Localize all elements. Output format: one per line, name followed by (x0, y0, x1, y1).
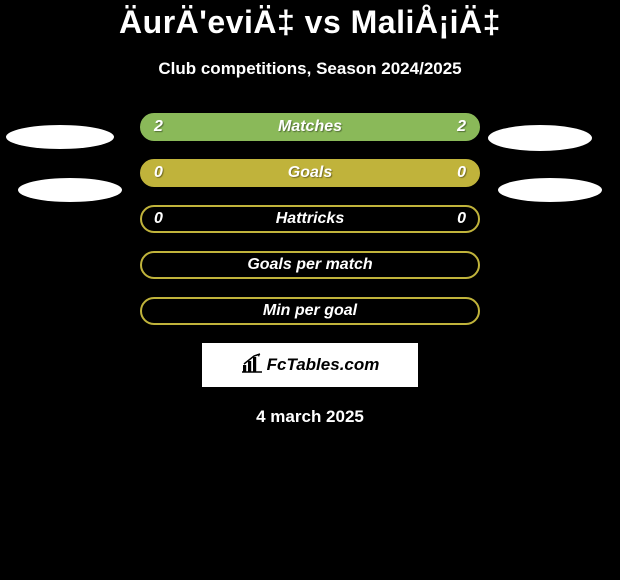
decorative-ellipse (18, 178, 122, 202)
stat-label: Hattricks (276, 210, 344, 228)
stat-right-value: 2 (457, 118, 466, 136)
page-root: ÄurÄ'eviÄ‡ vs MaliÅ¡iÄ‡ Club competition… (0, 0, 620, 580)
stat-right-value: 0 (457, 164, 466, 182)
brand-badge: FcTables.com (202, 343, 418, 387)
stat-label: Matches (278, 118, 342, 136)
stat-row: Min per goal (140, 297, 480, 325)
page-subtitle: Club competitions, Season 2024/2025 (0, 59, 620, 79)
stat-row: 2 Matches 2 (140, 113, 480, 141)
date-text: 4 march 2025 (0, 407, 620, 427)
decorative-ellipse (488, 125, 592, 151)
stat-left-value: 0 (154, 164, 163, 182)
stat-left-value: 2 (154, 118, 163, 136)
decorative-ellipse (498, 178, 602, 202)
brand-badge-inner: FcTables.com (241, 353, 380, 378)
stat-label: Min per goal (263, 302, 357, 320)
stat-row: 0 Goals 0 (140, 159, 480, 187)
stat-row: Goals per match (140, 251, 480, 279)
stat-right-value: 0 (457, 210, 466, 228)
page-title: ÄurÄ'eviÄ‡ vs MaliÅ¡iÄ‡ (0, 4, 620, 41)
stat-label: Goals (288, 164, 332, 182)
decorative-ellipse (6, 125, 114, 149)
stat-row: 0 Hattricks 0 (140, 205, 480, 233)
stat-left-value: 0 (154, 210, 163, 228)
bar-chart-icon (241, 353, 263, 378)
stat-label: Goals per match (247, 256, 372, 274)
brand-badge-text: FcTables.com (267, 355, 380, 375)
